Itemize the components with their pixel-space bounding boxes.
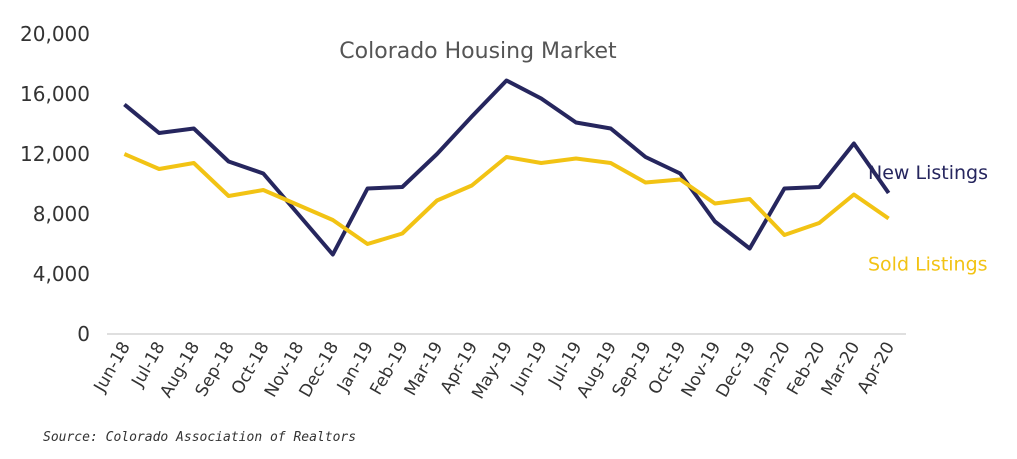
series-line-new-listings: [123, 78, 891, 257]
x-tick-label: Jun-18: [90, 339, 135, 397]
y-tick-label: 4,000: [33, 262, 90, 286]
series-label-new-listings: New Listings: [868, 162, 988, 184]
series-line-sold-listings: [123, 152, 890, 246]
series-labels: New Listings Sold Listings: [868, 162, 988, 276]
source-note: Source: Colorado Association of Realtors: [43, 430, 357, 445]
series-lines: [123, 78, 891, 257]
x-axis-ticks: Jun-18Jul-18Aug-18Sep-18Oct-18Nov-18Dec-…: [90, 339, 899, 403]
y-tick-label: 8,000: [33, 202, 90, 226]
y-tick-label: 20,000: [20, 22, 90, 46]
y-tick-label: 0: [77, 322, 90, 346]
series-label-sold-listings: Sold Listings: [868, 254, 988, 276]
y-tick-label: 16,000: [20, 82, 90, 106]
y-axis-ticks: 0 4,000 8,000 12,000 16,000 20,000: [20, 22, 90, 346]
chart-title: Colorado Housing Market: [339, 39, 617, 64]
y-tick-label: 12,000: [20, 142, 90, 166]
